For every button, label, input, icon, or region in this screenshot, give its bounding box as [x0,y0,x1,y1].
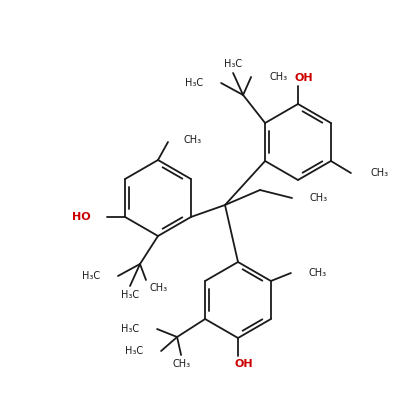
Text: H₃C: H₃C [224,59,242,69]
Text: CH₃: CH₃ [309,268,327,278]
Text: H₃C: H₃C [125,346,143,356]
Text: CH₃: CH₃ [150,283,168,293]
Text: CH₃: CH₃ [184,135,202,145]
Text: H₃C: H₃C [185,78,203,88]
Text: CH₃: CH₃ [269,72,287,82]
Text: H₃C: H₃C [82,271,100,281]
Text: HO: HO [72,212,91,222]
Text: H₃C: H₃C [121,324,139,334]
Text: CH₃: CH₃ [172,359,190,369]
Text: OH: OH [235,359,253,369]
Text: OH: OH [295,73,313,83]
Text: CH₃: CH₃ [371,168,389,178]
Text: CH₃: CH₃ [310,193,328,203]
Text: H₃C: H₃C [121,290,139,300]
